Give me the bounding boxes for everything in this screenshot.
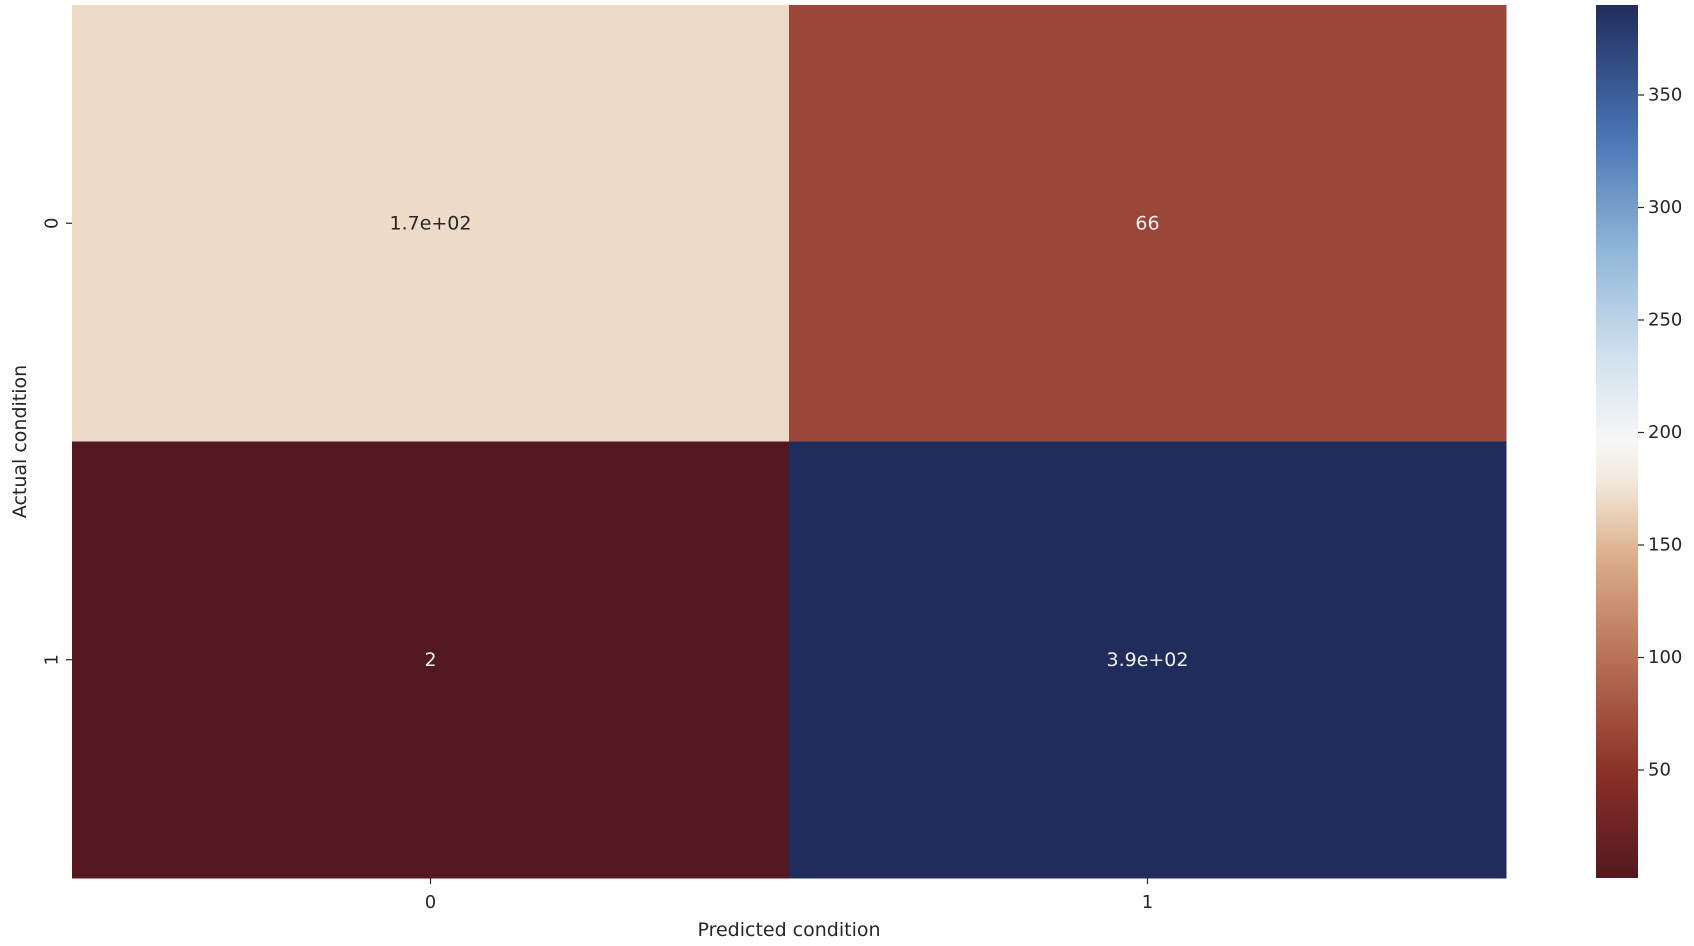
colorbar-tick-label-4: 250 xyxy=(1648,310,1682,331)
heatmap-cell-r1-c0 xyxy=(72,441,790,879)
cell-annotation-r1-c1: 3.9e+02 xyxy=(1106,649,1188,671)
x-tick-label-1: 1 xyxy=(1142,892,1153,913)
colorbar-tick-label-5: 300 xyxy=(1648,197,1682,218)
y-axis-label: Actual condition xyxy=(9,365,31,518)
colorbar-tick-label-2: 150 xyxy=(1648,535,1682,556)
cell-annotation-r0-c0: 1.7e+02 xyxy=(389,212,471,234)
colorbar-tick-label-0: 50 xyxy=(1648,760,1671,781)
heatmap-cell-r0-c0 xyxy=(72,5,790,442)
y-tick-label-1: 1 xyxy=(42,654,63,665)
heatmap-cells xyxy=(72,5,1507,879)
cell-annotations: 1.7e+02 66 2 3.9e+02 xyxy=(389,212,1188,671)
colorbar-bar xyxy=(1596,5,1638,878)
y-tick-label-0: 0 xyxy=(42,218,63,229)
colorbar: 50 100 150 200 250 300 350 xyxy=(1596,5,1682,878)
heatmap-cell-r1-c1 xyxy=(789,441,1507,879)
colorbar-tick-label-3: 200 xyxy=(1648,422,1682,443)
colorbar-tick-label-6: 350 xyxy=(1648,85,1682,106)
colorbar-tick-label-1: 100 xyxy=(1648,647,1682,668)
x-axis-label: Predicted condition xyxy=(697,919,880,941)
cell-annotation-r0-c1: 66 xyxy=(1135,212,1159,234)
x-tick-label-0: 0 xyxy=(425,892,436,913)
y-axis: 01 xyxy=(42,218,72,665)
heatmap-cell-r0-c1 xyxy=(789,5,1507,442)
colorbar-ticks: 50 100 150 200 250 300 350 xyxy=(1638,85,1682,781)
cell-annotation-r1-c0: 2 xyxy=(424,649,436,671)
